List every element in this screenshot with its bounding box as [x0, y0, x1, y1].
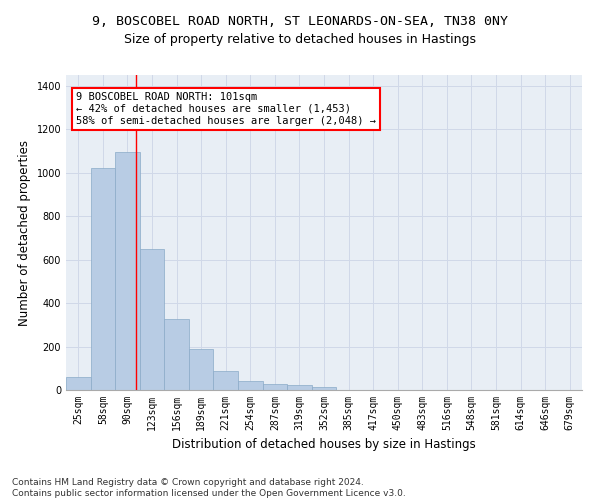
Bar	[189, 348, 214, 390]
Bar	[214, 371, 238, 390]
Bar	[140, 249, 164, 390]
X-axis label: Distribution of detached houses by size in Hastings: Distribution of detached houses by size …	[172, 438, 476, 452]
Bar	[164, 320, 189, 390]
Bar	[91, 168, 115, 390]
Bar	[312, 386, 336, 390]
Text: 9, BOSCOBEL ROAD NORTH, ST LEONARDS-ON-SEA, TN38 0NY: 9, BOSCOBEL ROAD NORTH, ST LEONARDS-ON-S…	[92, 15, 508, 28]
Bar	[115, 152, 140, 390]
Text: Contains HM Land Registry data © Crown copyright and database right 2024.
Contai: Contains HM Land Registry data © Crown c…	[12, 478, 406, 498]
Bar	[66, 377, 91, 390]
Bar	[263, 384, 287, 390]
Text: Size of property relative to detached houses in Hastings: Size of property relative to detached ho…	[124, 32, 476, 46]
Bar	[287, 384, 312, 390]
Text: 9 BOSCOBEL ROAD NORTH: 101sqm
← 42% of detached houses are smaller (1,453)
58% o: 9 BOSCOBEL ROAD NORTH: 101sqm ← 42% of d…	[76, 92, 376, 126]
Y-axis label: Number of detached properties: Number of detached properties	[18, 140, 31, 326]
Bar	[238, 381, 263, 390]
